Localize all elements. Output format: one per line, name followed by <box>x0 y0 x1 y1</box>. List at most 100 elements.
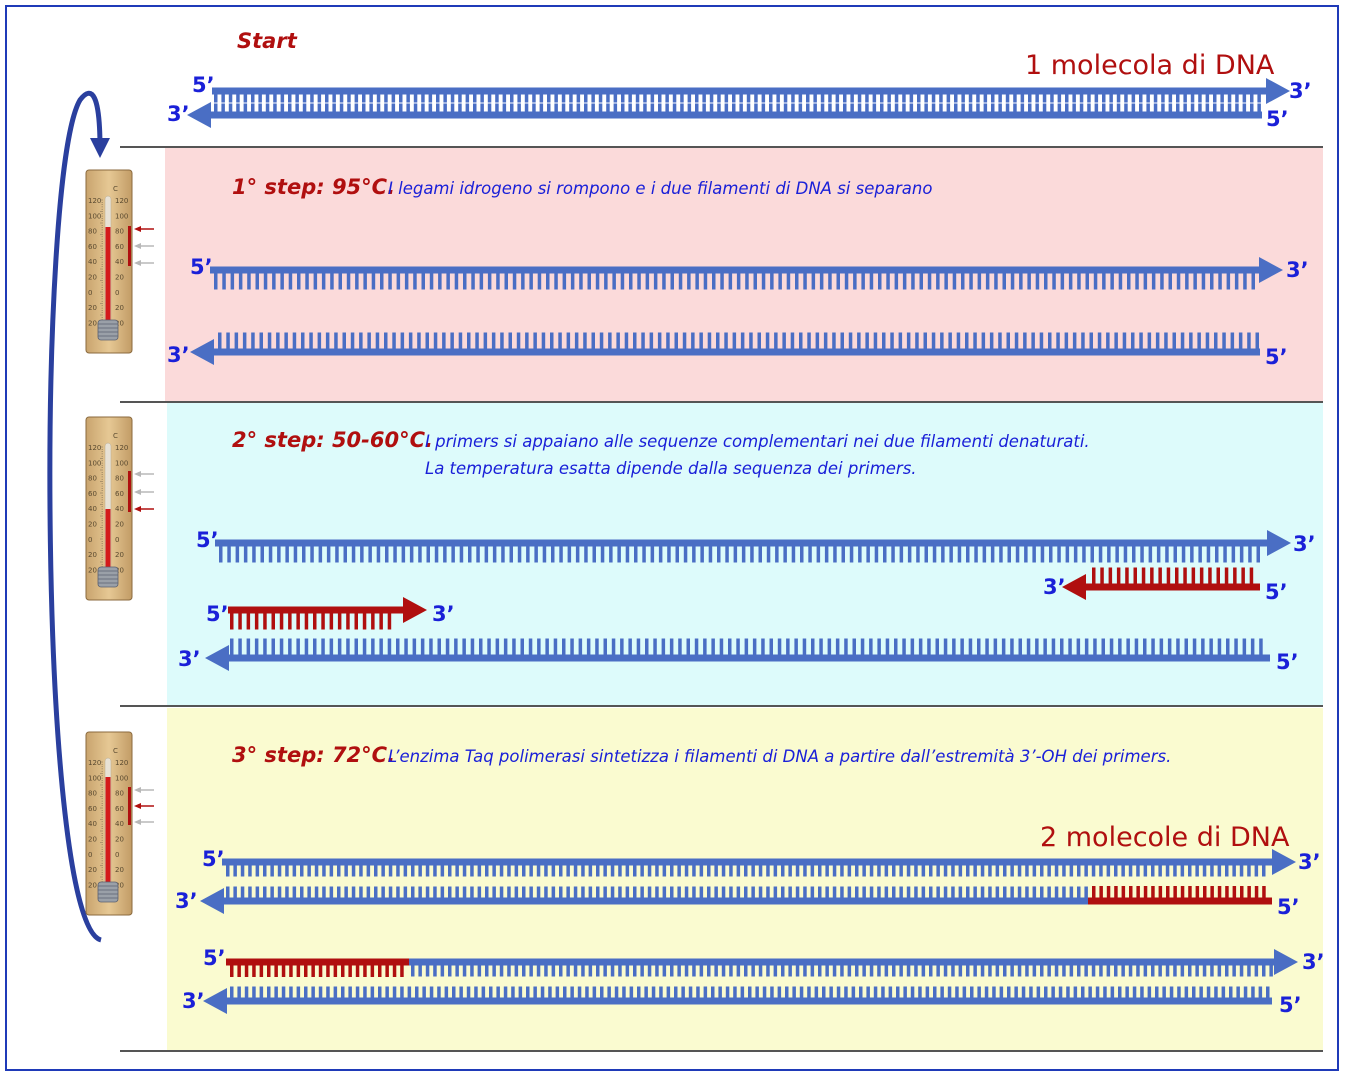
base-tooth <box>234 332 239 350</box>
base-tooth <box>1217 886 1222 898</box>
base-tooth <box>939 93 943 103</box>
base-tooth <box>502 93 507 103</box>
base-tooth <box>613 93 618 103</box>
base-tooth <box>783 103 788 113</box>
base-tooth <box>1092 567 1096 585</box>
base-tooth <box>1208 567 1212 585</box>
base-tooth <box>684 864 689 877</box>
base-tooth <box>643 103 647 113</box>
scale-label: 60 <box>88 243 97 251</box>
base-tooth <box>666 332 670 350</box>
base-tooth <box>917 93 921 103</box>
base-tooth <box>1210 864 1214 877</box>
base-tooth <box>374 864 378 877</box>
base-tooth <box>334 332 338 350</box>
base-tooth <box>927 272 932 290</box>
base-tooth <box>1232 886 1237 898</box>
base-tooth <box>362 103 366 113</box>
base-tooth <box>951 886 955 899</box>
base-tooth <box>754 93 758 103</box>
base-tooth <box>1076 638 1081 656</box>
base-tooth <box>413 93 418 103</box>
base-tooth <box>436 103 440 113</box>
base-tooth <box>1165 864 1170 877</box>
base-tooth <box>499 886 504 899</box>
base-tooth <box>1040 545 1045 563</box>
base-tooth <box>628 638 632 656</box>
base-tooth <box>596 864 600 877</box>
three-prime-label: 3’ <box>167 343 190 367</box>
base-tooth <box>1125 567 1129 585</box>
base-tooth <box>559 545 563 563</box>
base-tooth <box>931 103 936 113</box>
base-tooth <box>788 964 792 977</box>
base-tooth <box>279 612 284 630</box>
base-tooth <box>892 886 896 899</box>
base-tooth <box>855 864 859 877</box>
five-prime-label: 5’ <box>1276 650 1299 674</box>
base-tooth <box>703 638 707 656</box>
base-tooth <box>1242 103 1247 113</box>
step3-mol2-bottom-strand <box>203 986 1272 1014</box>
base-tooth <box>214 93 218 103</box>
scale-label: 20 <box>115 521 124 529</box>
base-tooth <box>677 964 681 977</box>
base-tooth <box>865 103 869 113</box>
base-tooth <box>385 545 389 563</box>
base-tooth <box>1195 864 1199 877</box>
scale-label: 80 <box>88 228 97 236</box>
base-tooth <box>736 964 741 977</box>
base-tooth <box>1003 886 1007 899</box>
base-tooth <box>418 864 422 877</box>
base-tooth <box>470 638 475 656</box>
base-tooth <box>1184 638 1188 656</box>
base-tooth <box>362 93 366 103</box>
base-tooth <box>766 886 770 899</box>
base-tooth <box>314 864 319 877</box>
base-tooth <box>536 886 541 899</box>
five-prime-label: 5’ <box>192 73 215 97</box>
base-tooth <box>677 864 681 877</box>
base-tooth <box>1198 93 1202 103</box>
base-tooth <box>443 545 447 563</box>
base-tooth <box>803 272 807 290</box>
base-tooth <box>957 545 962 563</box>
base-tooth <box>1218 272 1222 290</box>
base-tooth <box>451 545 455 563</box>
base-tooth <box>263 886 267 899</box>
base-tooth <box>1139 332 1143 350</box>
base-tooth <box>325 103 329 113</box>
base-tooth <box>591 332 595 350</box>
base-tooth <box>516 332 521 350</box>
base-tooth <box>1239 964 1244 977</box>
base-tooth <box>1258 986 1263 999</box>
base-tooth <box>1025 886 1029 899</box>
base-tooth <box>1213 103 1217 113</box>
base-tooth <box>618 864 622 877</box>
base-tooth <box>921 964 926 977</box>
base-tooth <box>1109 638 1114 656</box>
base-tooth <box>684 964 689 977</box>
base-tooth <box>354 103 359 113</box>
base-tooth <box>351 886 356 899</box>
base-tooth <box>844 272 849 290</box>
base-tooth <box>347 103 351 113</box>
base-tooth <box>828 272 832 290</box>
base-tooth <box>860 638 865 656</box>
scale-label: 100 <box>115 459 128 467</box>
base-tooth <box>896 986 900 999</box>
base-tooth <box>404 638 408 656</box>
base-tooth <box>237 986 241 999</box>
base-tooth <box>440 964 445 977</box>
base-tooth <box>680 93 684 103</box>
scale-label: 20 <box>115 304 124 312</box>
scale-label: 20 <box>88 521 97 529</box>
base-tooth <box>774 332 778 350</box>
base-tooth <box>562 638 566 656</box>
base-tooth <box>647 964 652 977</box>
base-tooth <box>672 93 677 103</box>
base-tooth <box>437 986 441 999</box>
base-tooth <box>1040 864 1044 877</box>
thermometer-bulb <box>97 319 119 341</box>
base-tooth <box>820 93 825 103</box>
